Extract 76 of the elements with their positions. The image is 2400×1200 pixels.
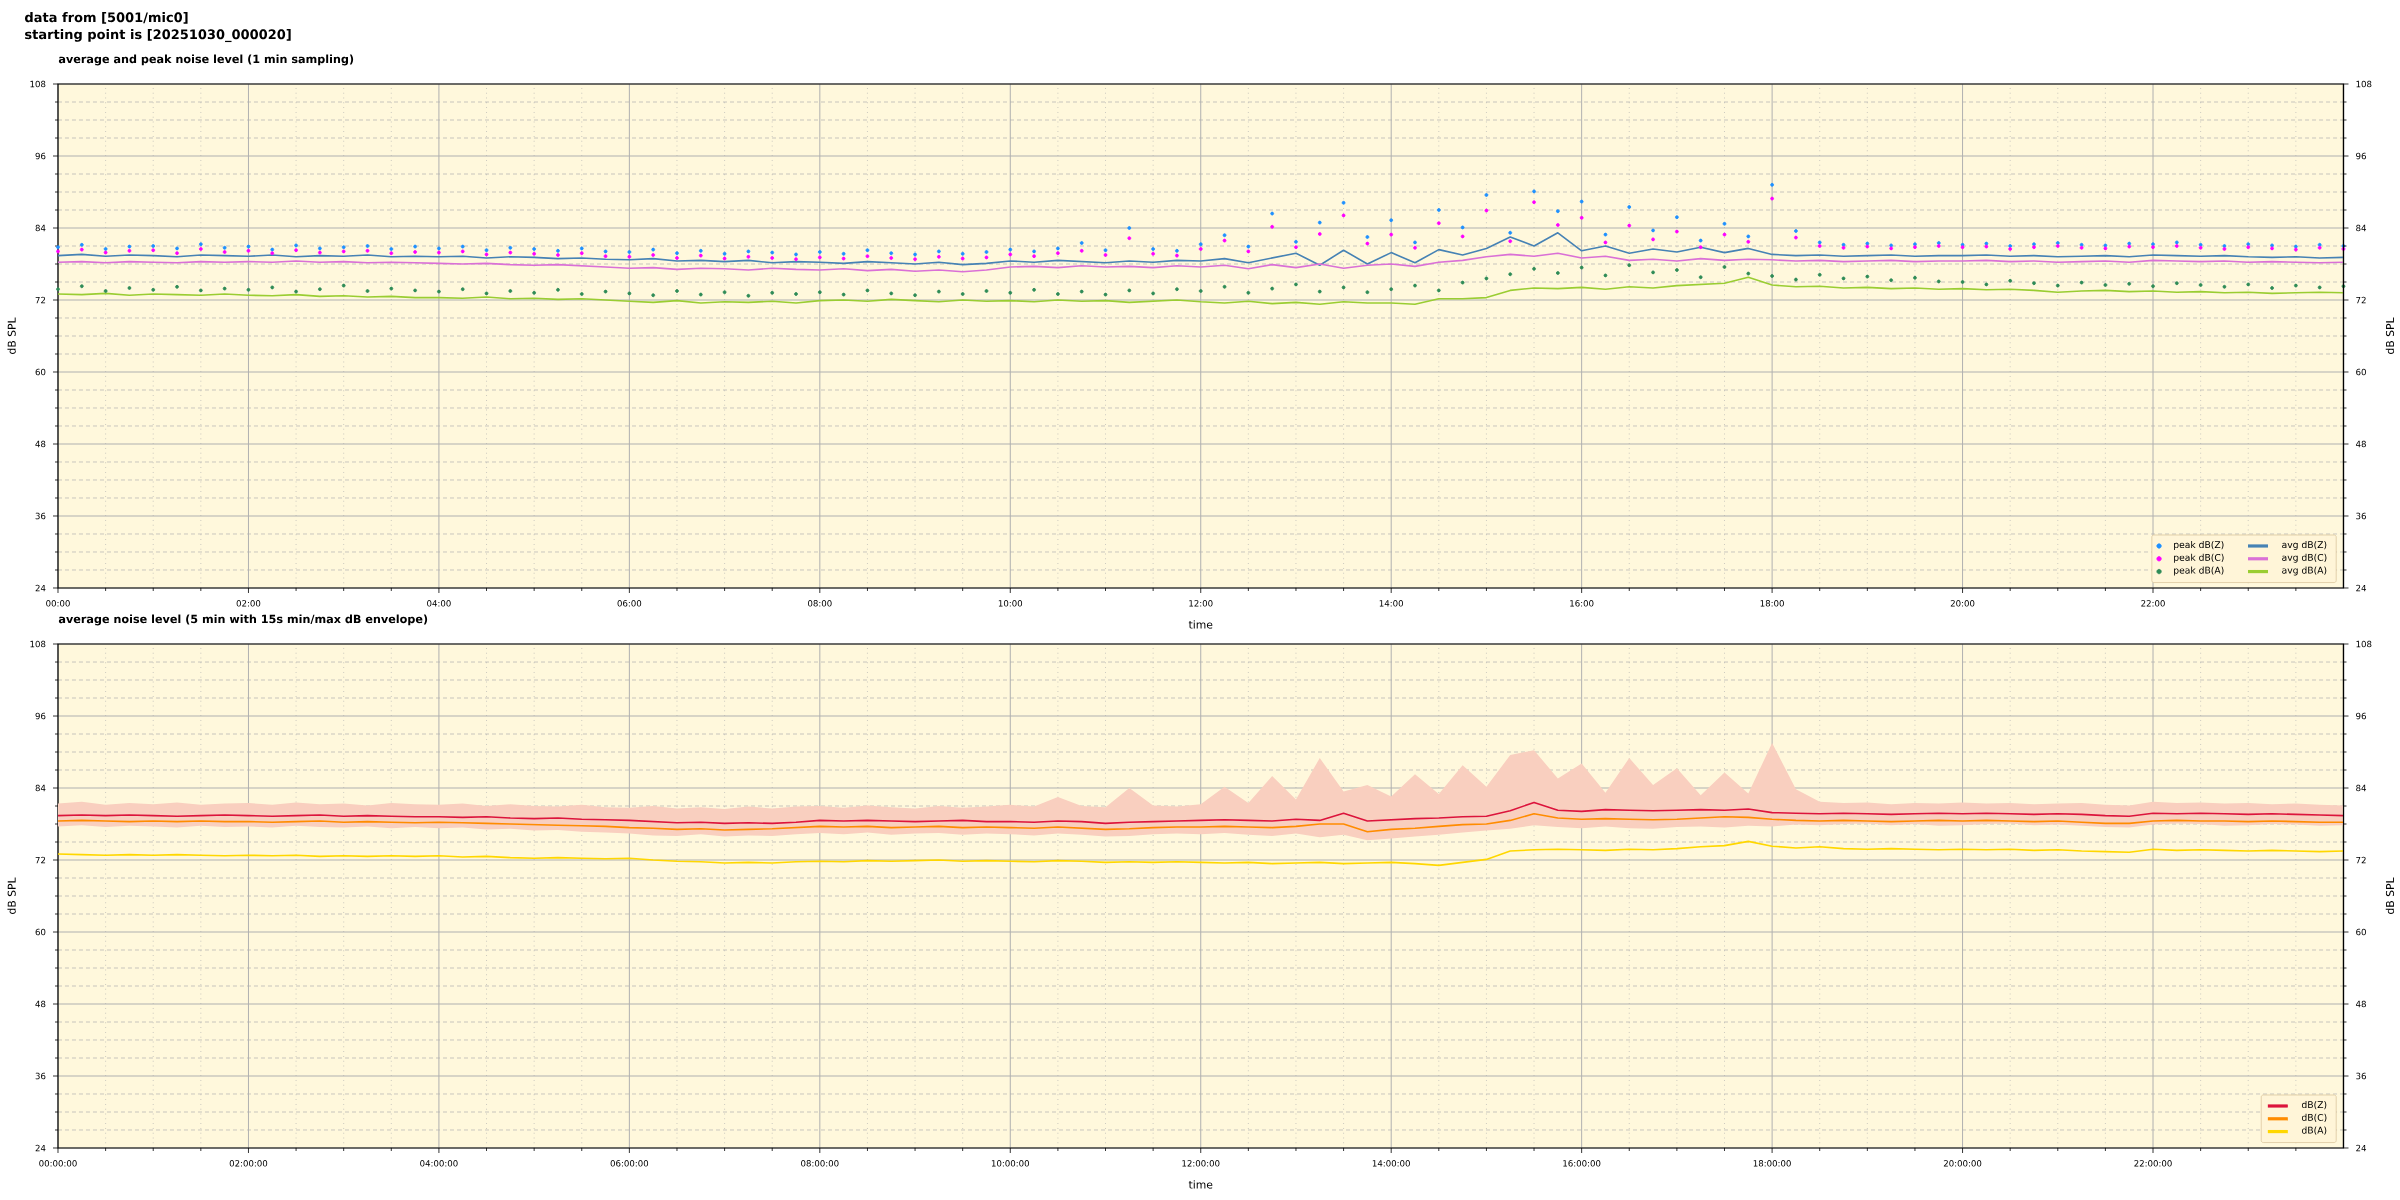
y-tick-label: 60 — [35, 928, 46, 936]
y-tick-label: 36 — [35, 1072, 46, 1080]
x-tick-label: 06:00 — [617, 600, 642, 607]
y-tick-label: 96 — [35, 712, 46, 720]
y-tick-label: 108 — [30, 80, 46, 88]
x-tick-label: 22:00 — [2141, 600, 2165, 607]
y2-tick-label: 60 — [2356, 368, 2366, 376]
y-tick-label: 36 — [35, 512, 46, 520]
y2-tick-label: 108 — [2356, 640, 2372, 648]
x-tick-label: 14:00:00 — [1372, 1160, 1410, 1167]
legend-label: avg dB(C) — [2282, 553, 2327, 563]
x-tick-label: 18:00:00 — [1753, 1160, 1791, 1167]
y-tick-label: 24 — [35, 584, 46, 592]
y2-tick-label: 72 — [2356, 856, 2366, 864]
x-tick-label: 14:00 — [1379, 600, 1403, 607]
legend-label: dB(Z) — [2301, 1100, 2327, 1110]
legend-label: peak dB(C) — [2174, 553, 2224, 563]
legend-label: peak dB(A) — [2174, 566, 2224, 576]
chart-title: average noise level (5 min with 15s min/max dB envelope) — [58, 614, 428, 626]
y2-tick-label: 24 — [2356, 1144, 2367, 1152]
y2-tick-label: 60 — [2356, 928, 2366, 936]
y-tick-label: 72 — [35, 856, 46, 864]
x-tick-label: 20:00 — [1950, 600, 1975, 607]
legend-label: peak dB(Z) — [2174, 540, 2224, 550]
x-tick-label: 10:00:00 — [991, 1160, 1029, 1167]
x-tick-label: 00:00 — [46, 600, 70, 607]
x-tick-label: 10:00 — [998, 600, 1023, 607]
x-tick-label: 18:00 — [1760, 600, 1784, 607]
x-tick-label: 02:00 — [236, 600, 261, 607]
text: starting point is [20251030_000020] — [25, 29, 291, 43]
x-tick-label: 06:00:00 — [610, 1160, 649, 1167]
legend-label: avg dB(A) — [2282, 566, 2327, 576]
y-axis-title: dB SPL — [7, 317, 16, 354]
text: data from [5001/mic0] — [25, 12, 188, 24]
y-tick-label: 72 — [35, 296, 46, 304]
x-tick-label: 22:00:00 — [2134, 1160, 2172, 1167]
x-axis-title: time — [1188, 1180, 1213, 1189]
y-tick-label: 96 — [35, 152, 46, 160]
x-tick-label: 08:00 — [808, 600, 832, 607]
y2-tick-label: 48 — [2355, 440, 2366, 448]
y2-tick-label: 96 — [2356, 712, 2366, 720]
y-tick-label: 84 — [35, 224, 46, 232]
x-tick-label: 04:00 — [427, 600, 451, 607]
y2-tick-label: 36 — [2356, 1072, 2366, 1080]
x-tick-label: 08:00:00 — [801, 1160, 839, 1167]
y2-tick-label: 36 — [2356, 512, 2366, 520]
y2-tick-label: 72 — [2356, 296, 2366, 304]
y-axis-title: dB SPL — [7, 877, 16, 914]
y2-axis-title: dB SPL — [2385, 877, 2395, 914]
y-tick-label: 60 — [35, 368, 46, 376]
x-tick-label: 04:00:00 — [420, 1160, 458, 1167]
x-axis-title: time — [1188, 620, 1213, 629]
x-tick-label: 16:00:00 — [1563, 1160, 1601, 1167]
y2-tick-label: 24 — [2356, 584, 2367, 592]
legend-label: avg dB(Z) — [2282, 540, 2327, 550]
y-tick-label: 48 — [35, 1000, 46, 1008]
y-tick-label: 84 — [35, 784, 46, 792]
x-tick-label: 02:00:00 — [229, 1160, 268, 1167]
y2-tick-label: 84 — [2356, 224, 2367, 232]
line-series — [58, 840, 2344, 867]
x-tick-label: 12:00:00 — [1182, 1160, 1220, 1167]
legend-label: dB(A) — [2301, 1126, 2327, 1135]
y2-tick-label: 48 — [2355, 1000, 2366, 1008]
x-tick-label: 12:00 — [1189, 600, 1213, 607]
chart-title: average and peak noise level (1 min sampling) — [58, 54, 354, 66]
y2-tick-label: 96 — [2356, 152, 2366, 160]
y2-tick-label: 84 — [2356, 784, 2367, 792]
x-tick-label: 20:00:00 — [1943, 1160, 1982, 1167]
y-tick-label: 108 — [30, 640, 46, 648]
y2-axis-title: dB SPL — [2385, 317, 2395, 354]
y-tick-label: 48 — [35, 440, 46, 448]
y-tick-label: 24 — [35, 1144, 46, 1152]
y2-tick-label: 108 — [2356, 80, 2372, 88]
x-tick-label: 00:00:00 — [39, 1160, 77, 1167]
x-tick-label: 16:00 — [1570, 600, 1594, 607]
legend-label: dB(C) — [2301, 1113, 2327, 1122]
